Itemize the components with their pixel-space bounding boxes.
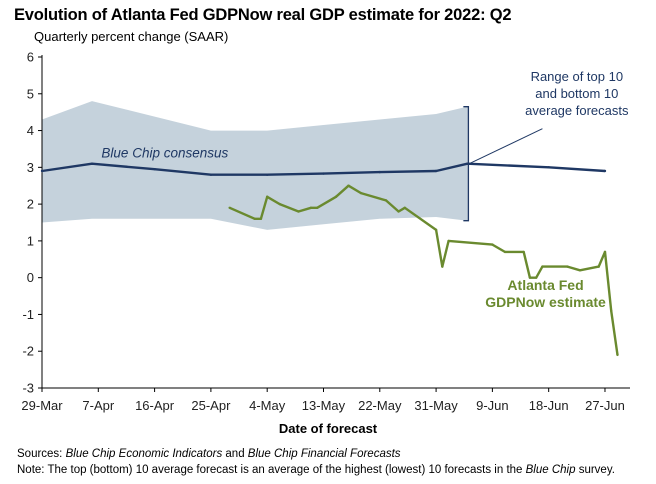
range-band-label-line: average forecasts	[525, 103, 629, 118]
data-point-gdpnow	[541, 265, 544, 268]
data-point-gdpnow	[397, 210, 400, 213]
data-point-bluechip	[466, 162, 469, 165]
gdpnow-series-label-line: GDPNow estimate	[485, 294, 606, 310]
data-point-gdpnow	[597, 265, 600, 268]
sources-label: Sources:	[17, 448, 63, 460]
data-point-gdpnow	[228, 206, 231, 209]
x-tick-label: 18-Jun	[529, 398, 569, 413]
data-point-gdpnow	[334, 195, 338, 198]
x-tick-label: 7-Apr	[82, 398, 114, 413]
sources-part2: Blue Chip Financial Forecasts	[247, 448, 401, 460]
data-point-gdpnow	[441, 265, 444, 268]
data-point-gdpnow	[403, 206, 407, 209]
data-point-gdpnow	[578, 269, 582, 272]
note-italic: Blue Chip	[525, 464, 576, 476]
data-point-bluechip	[434, 169, 438, 173]
data-point-gdpnow	[528, 276, 532, 279]
chart-svg: -3 -2 -1 0 1 2 3 4 5 6 29-Mar 7-Apr 16-Apr 25-Apr 4-Ma…	[21, 50, 630, 413]
x-axis-label: Date of forecast	[278, 421, 378, 436]
y-tick-label: 0	[27, 270, 34, 285]
note-end: survey.	[575, 464, 615, 476]
footnote: Note: The top (bottom) 10 average foreca…	[17, 464, 615, 476]
y-tick-label: 5	[27, 86, 34, 101]
note-text: The top (bottom) 10 average forecast is …	[44, 464, 526, 476]
y-tick-label: 3	[27, 160, 34, 175]
data-point-gdpnow	[447, 239, 450, 243]
data-point-gdpnow	[434, 228, 438, 232]
bluechip-series-label: Blue Chip consensus	[101, 145, 228, 160]
y-tick-label: 4	[27, 123, 34, 138]
data-point-gdpnow	[259, 217, 263, 221]
data-point-gdpnow	[309, 206, 313, 209]
data-point-bluechip	[40, 169, 44, 173]
sources-note: Sources: Blue Chip Economic Indicators a…	[17, 448, 401, 460]
data-point-gdpnow	[359, 191, 363, 195]
data-point-bluechip	[153, 167, 156, 171]
x-tick-label: 13-May	[302, 398, 346, 413]
y-tick-label: -2	[22, 344, 34, 359]
y-tick-label: -1	[22, 307, 34, 322]
note-label: Note:	[17, 464, 45, 476]
gdpnow-series-label-line: Atlanta Fed	[507, 277, 583, 293]
x-tick-label: 9-Jun	[476, 398, 509, 413]
range-band-area	[42, 101, 468, 230]
data-point-gdpnow	[384, 199, 388, 202]
data-point-bluechip	[265, 173, 269, 176]
chart-title: Evolution of Atlanta Fed GDPNow real GDP…	[14, 6, 512, 24]
data-point-bluechip	[378, 170, 381, 174]
data-point-bluechip	[322, 172, 325, 175]
sources-part1: Blue Chip Economic Indicators	[65, 448, 223, 460]
x-tick-label: 25-Apr	[191, 398, 231, 413]
data-point-gdpnow	[491, 243, 494, 246]
y-tick-label: -3	[22, 381, 34, 396]
data-point-gdpnow	[603, 250, 607, 254]
data-point-gdpnow	[566, 265, 569, 268]
x-tick-label: 31-May	[414, 398, 458, 413]
data-point-bluechip	[547, 166, 550, 169]
range-band-label-line: Range of top 10	[531, 69, 624, 84]
data-point-gdpnow	[316, 206, 319, 209]
y-tick-label: 6	[27, 50, 34, 65]
data-point-gdpnow	[278, 202, 281, 206]
y-tick-label: 1	[27, 233, 34, 248]
data-point-bluechip	[90, 162, 94, 165]
data-point-bluechip	[603, 169, 607, 173]
y-tick-label: 2	[27, 197, 34, 212]
data-point-gdpnow	[503, 250, 507, 254]
data-point-gdpnow	[534, 276, 538, 279]
data-point-gdpnow	[610, 309, 613, 312]
data-point-gdpnow	[616, 353, 619, 357]
x-tick-label: 29-Mar	[21, 398, 63, 413]
data-point-gdpnow	[297, 210, 300, 213]
x-tick-label: 4-May	[249, 398, 286, 413]
data-point-bluechip	[209, 173, 213, 176]
x-tick-label: 22-May	[358, 398, 402, 413]
range-leader-line	[469, 128, 543, 165]
data-point-gdpnow	[265, 195, 269, 198]
x-tick-label: 16-Apr	[135, 398, 175, 413]
sources-and: and	[222, 448, 248, 460]
data-point-gdpnow	[253, 217, 256, 221]
chart-subtitle: Quarterly percent change (SAAR)	[34, 29, 229, 44]
data-point-gdpnow	[522, 250, 525, 254]
data-point-gdpnow	[347, 184, 350, 187]
range-band-label-line: and bottom 10	[535, 86, 618, 101]
x-tick-label: 27-Jun	[585, 398, 625, 413]
